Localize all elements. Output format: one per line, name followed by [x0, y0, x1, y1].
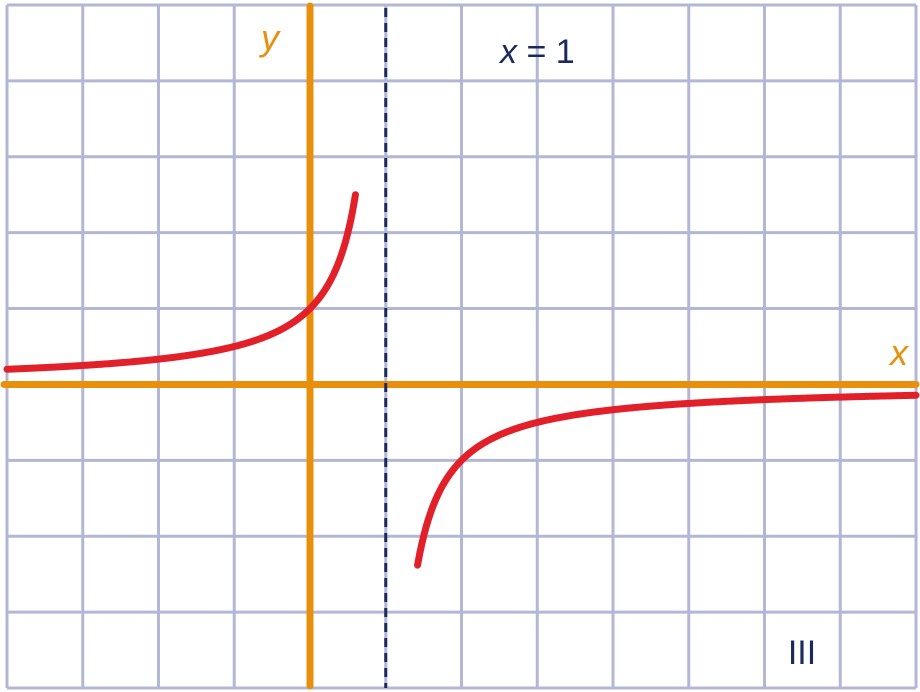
curve-right-branch	[414, 391, 920, 569]
asymptote-label: x = 1	[498, 33, 575, 71]
grid	[5, 3, 918, 690]
asymptote-label-var: x	[498, 33, 518, 71]
curve-left-branch	[3, 191, 359, 373]
y-axis-label: y	[258, 17, 281, 58]
graph-number-label: III	[788, 634, 816, 672]
x-axis-label: x	[888, 332, 910, 373]
asymptote-label-rest: = 1	[517, 33, 575, 71]
curve	[3, 191, 920, 569]
